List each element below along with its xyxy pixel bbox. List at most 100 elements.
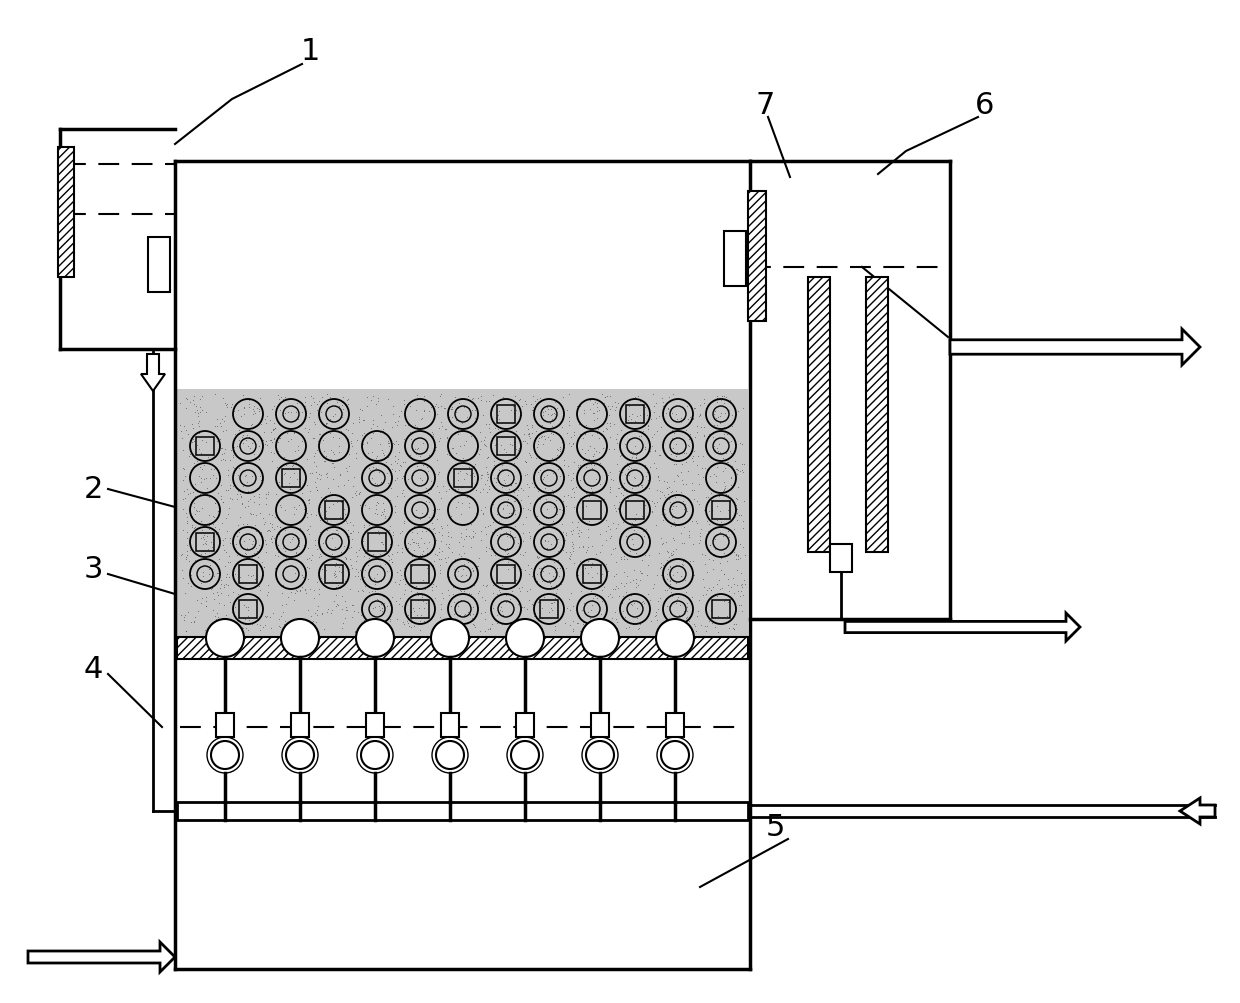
Point bbox=[605, 578, 625, 594]
Point bbox=[208, 504, 228, 520]
Point bbox=[466, 414, 486, 430]
Point bbox=[675, 445, 694, 461]
Point bbox=[498, 481, 518, 497]
Point bbox=[621, 411, 641, 427]
Point bbox=[520, 525, 539, 541]
Point bbox=[675, 536, 694, 552]
Point bbox=[361, 430, 381, 446]
Point bbox=[366, 484, 386, 500]
Point bbox=[662, 431, 682, 447]
Point bbox=[702, 615, 722, 631]
Point bbox=[547, 502, 567, 518]
Point bbox=[229, 525, 249, 541]
Point bbox=[429, 464, 449, 480]
Point bbox=[414, 536, 434, 552]
Point bbox=[562, 472, 582, 488]
Point bbox=[600, 402, 620, 418]
Point bbox=[299, 495, 319, 512]
Point bbox=[329, 559, 348, 575]
Point bbox=[699, 613, 719, 629]
Point bbox=[677, 595, 697, 611]
Point bbox=[260, 523, 280, 539]
Point bbox=[677, 585, 697, 601]
Point bbox=[337, 391, 357, 407]
Point bbox=[635, 441, 655, 457]
Point bbox=[528, 610, 548, 626]
Point bbox=[224, 439, 244, 455]
Point bbox=[405, 536, 425, 552]
Point bbox=[206, 527, 226, 543]
Point bbox=[372, 601, 392, 617]
Point bbox=[573, 539, 593, 555]
Point bbox=[268, 445, 288, 461]
Point bbox=[593, 440, 613, 456]
Point bbox=[651, 560, 671, 576]
Point bbox=[552, 420, 572, 436]
Point bbox=[274, 547, 294, 563]
Point bbox=[394, 392, 414, 408]
Point bbox=[239, 392, 259, 408]
Point bbox=[373, 445, 393, 461]
Point bbox=[502, 532, 522, 548]
Point bbox=[205, 519, 224, 535]
Point bbox=[600, 587, 620, 603]
Point bbox=[486, 436, 506, 452]
Point bbox=[577, 616, 596, 632]
Point bbox=[258, 523, 278, 539]
Point bbox=[650, 447, 670, 463]
Point bbox=[589, 403, 609, 419]
Point bbox=[456, 528, 476, 544]
Point bbox=[184, 460, 203, 476]
Point bbox=[542, 517, 562, 533]
Point bbox=[216, 452, 236, 468]
Point bbox=[464, 607, 484, 623]
Point bbox=[396, 468, 415, 484]
Point bbox=[191, 471, 211, 487]
Point bbox=[582, 581, 601, 597]
Point bbox=[632, 509, 652, 525]
Point bbox=[634, 414, 653, 430]
Point bbox=[191, 531, 211, 547]
Point bbox=[346, 445, 366, 461]
Point bbox=[528, 436, 548, 452]
Point bbox=[382, 461, 402, 477]
Point bbox=[595, 403, 615, 419]
Point bbox=[206, 609, 226, 625]
Point bbox=[270, 619, 290, 635]
Point bbox=[221, 480, 241, 496]
Point bbox=[184, 615, 203, 631]
Point bbox=[205, 510, 224, 526]
Point bbox=[401, 612, 420, 628]
Point bbox=[373, 451, 393, 467]
Point bbox=[542, 509, 562, 525]
Point bbox=[449, 607, 469, 623]
Point bbox=[450, 583, 470, 599]
Point bbox=[728, 513, 748, 529]
Point bbox=[355, 497, 374, 514]
Point bbox=[304, 448, 324, 464]
Point bbox=[527, 392, 547, 408]
Point bbox=[387, 417, 407, 433]
Point bbox=[243, 401, 263, 417]
Point bbox=[184, 521, 203, 537]
Point bbox=[275, 544, 295, 560]
Point bbox=[393, 572, 413, 588]
Point bbox=[419, 535, 439, 551]
Point bbox=[704, 403, 724, 419]
Point bbox=[372, 423, 392, 439]
Point bbox=[412, 524, 432, 540]
Point bbox=[348, 486, 368, 503]
Point bbox=[223, 406, 243, 422]
Point bbox=[518, 421, 538, 437]
Point bbox=[185, 610, 205, 626]
Point bbox=[693, 587, 713, 603]
Point bbox=[270, 499, 290, 516]
Point bbox=[252, 555, 272, 571]
Point bbox=[383, 398, 403, 414]
Point bbox=[506, 441, 526, 457]
Point bbox=[188, 406, 208, 422]
Point bbox=[600, 389, 620, 405]
Point bbox=[327, 523, 347, 539]
Point bbox=[463, 610, 482, 626]
Point bbox=[200, 518, 219, 534]
